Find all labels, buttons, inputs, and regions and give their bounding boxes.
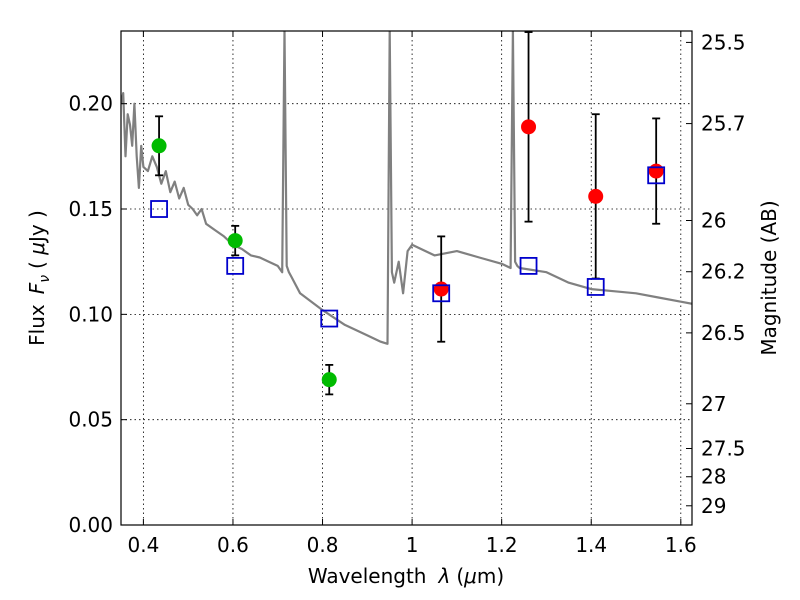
mag-tick-label: 27.5 (701, 437, 746, 461)
mag-tick-label: 25.5 (701, 30, 746, 54)
model-square (647, 166, 666, 185)
observed-point (151, 138, 167, 154)
plot-frame (120, 30, 693, 526)
spectrum-line (121, 31, 692, 345)
observed-point (321, 372, 337, 388)
mag-tick-label: 25.7 (701, 112, 746, 136)
x-tick-label: 1.6 (665, 533, 697, 557)
mag-tick-label: 28 (701, 465, 726, 489)
observed-point (433, 281, 449, 297)
y-tick-label: 0.15 (68, 197, 113, 221)
y2-axis-title: Magnitude (AB) (757, 200, 781, 355)
x-tick-label: 1.4 (575, 533, 607, 557)
observed-point (648, 163, 664, 179)
y-tick-label: 0.10 (68, 302, 113, 326)
y-tick-label: 0.20 (68, 92, 113, 116)
observed-point (588, 188, 604, 204)
observed-point (227, 233, 243, 249)
mag-tick-label: 26 (701, 209, 726, 233)
mag-tick-label: 27 (701, 392, 726, 416)
ticks (121, 31, 692, 526)
y-tick-label: 0.00 (68, 513, 113, 537)
y-axis-title: FluxFν( μJy ) (25, 210, 53, 346)
x-tick-label: 0.4 (127, 533, 159, 557)
tick-labels: 0.4 0.6 0.8 1 1.2 1.4 1.6 0.00 0.05 0.10 0.15 0.20 2… (68, 30, 745, 557)
observed-point (521, 119, 537, 135)
model-square (432, 284, 451, 303)
model-square (226, 256, 245, 275)
mag-tick-label: 29 (701, 494, 726, 518)
model-square (519, 256, 538, 275)
y-tick-label: 0.05 (68, 408, 113, 432)
x-tick-label: 1.2 (486, 533, 518, 557)
model-square (320, 309, 339, 328)
mag-tick-label: 26.2 (701, 260, 746, 284)
x-tick-label: 1 (406, 533, 419, 557)
model-square (586, 278, 605, 296)
model-square (150, 200, 168, 218)
x-tick-label: 0.8 (307, 533, 339, 557)
data-layer (121, 31, 692, 345)
markers (150, 119, 666, 388)
x-axis-title: Wavelength λ (μm) (308, 564, 504, 588)
x-tick-label: 0.6 (217, 533, 249, 557)
plot-area (121, 31, 692, 525)
mag-tick-label: 26.5 (701, 321, 746, 345)
